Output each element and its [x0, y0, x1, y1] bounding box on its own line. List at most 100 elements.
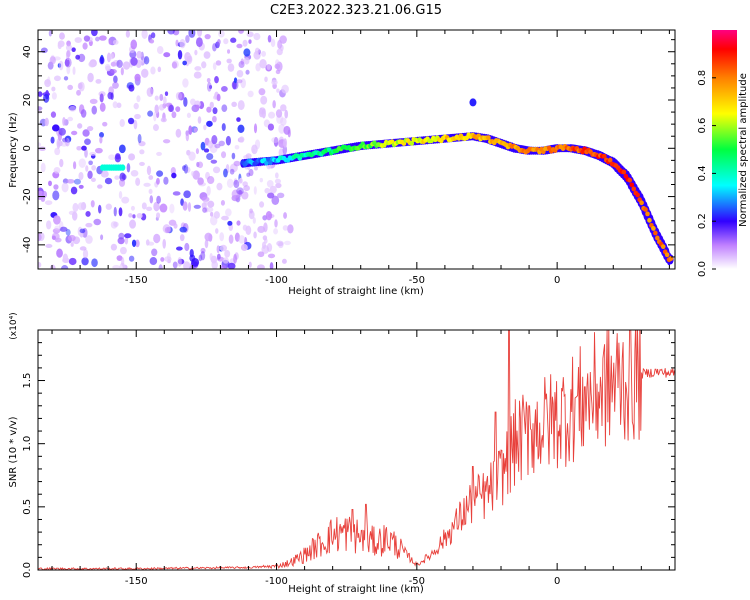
noise-speckle	[153, 233, 161, 244]
noise-speckle	[233, 179, 240, 189]
noise-speckle	[280, 104, 287, 112]
noise-speckle	[57, 40, 65, 48]
noise-speckle	[242, 39, 248, 47]
noise-speckle	[186, 54, 193, 65]
noise-speckle	[112, 101, 118, 109]
noise-speckle	[280, 117, 287, 126]
noise-speckle	[119, 119, 125, 127]
noise-speckle	[114, 175, 120, 180]
noise-speckle	[38, 262, 42, 268]
noise-speckle	[82, 249, 89, 259]
track-point	[409, 140, 415, 146]
noise-speckle	[79, 228, 86, 234]
noise-speckle	[113, 75, 118, 84]
noise-speckle	[118, 207, 123, 217]
track-point	[651, 226, 656, 231]
noise-speckle	[252, 217, 256, 224]
track-point	[486, 135, 491, 141]
noise-speckle	[271, 136, 280, 144]
noise-speckle	[212, 62, 217, 71]
noise-speckle	[206, 106, 212, 113]
noise-speckle	[210, 211, 214, 217]
noise-speckle	[254, 166, 258, 171]
noise-speckle	[65, 44, 73, 52]
noise-speckle	[283, 125, 291, 135]
noise-speckle	[258, 88, 266, 96]
y-tick-label: 0.5	[22, 499, 33, 515]
noise-speckle	[52, 228, 61, 234]
noise-speckle	[179, 38, 186, 49]
noise-speckle	[118, 144, 126, 154]
snr-x-axis-label: Height of straight line (km)	[288, 584, 424, 595]
noise-speckle	[237, 100, 245, 111]
track-point	[647, 217, 652, 223]
noise-speckle	[210, 159, 218, 164]
noise-speckle	[87, 170, 93, 180]
noise-speckle	[177, 256, 182, 267]
noise-speckle	[45, 243, 53, 248]
spectrogram-frame	[37, 29, 676, 270]
noise-speckle	[83, 35, 91, 42]
noise-speckle	[121, 196, 130, 204]
noise-speckle	[231, 101, 237, 107]
noise-speckle	[206, 120, 213, 127]
noise-speckle	[118, 232, 125, 240]
noise-speckle	[53, 215, 61, 225]
noise-speckle	[206, 77, 211, 83]
noise-speckle	[267, 253, 276, 259]
noise-speckle	[124, 236, 129, 245]
chart-title: C2E3.2022.323.21.06.G15	[270, 3, 442, 18]
noise-speckle	[238, 235, 246, 244]
noise-speckle	[223, 168, 228, 178]
noise-speckle	[82, 129, 90, 137]
noise-speckle	[163, 52, 171, 58]
noise-speckle	[215, 228, 219, 234]
noise-speckle	[52, 190, 60, 201]
noise-speckle	[75, 54, 81, 60]
noise-speckle	[204, 239, 209, 249]
noise-speckle	[113, 221, 119, 227]
noise-speckle	[93, 218, 102, 226]
noise-speckle	[247, 90, 254, 98]
noise-speckle	[120, 67, 124, 76]
noise-speckle	[221, 215, 229, 221]
track-point	[120, 164, 126, 171]
noise-speckle	[128, 255, 135, 262]
noise-speckle	[47, 76, 51, 85]
noise-speckle	[119, 246, 127, 255]
noise-speckle	[204, 232, 213, 242]
noise-speckle	[90, 200, 95, 208]
noise-speckle	[104, 177, 113, 185]
noise-speckle	[233, 253, 237, 264]
noise-speckle	[85, 222, 93, 228]
noise-speckle	[70, 186, 78, 195]
noise-speckle	[249, 208, 253, 214]
noise-speckle	[88, 160, 93, 166]
track-point	[629, 182, 635, 188]
noise-speckle	[264, 76, 268, 83]
noise-speckle	[281, 84, 289, 94]
y-tick-label: 1.5	[22, 373, 33, 389]
noise-speckle	[203, 148, 210, 153]
noise-speckle	[67, 84, 74, 90]
noise-speckle	[263, 222, 268, 233]
noise-speckle	[254, 47, 260, 55]
noise-speckle	[48, 30, 52, 37]
colorbar: 0.0 0.2 0.4 0.6 0.8 Normalized spectral ampl…	[697, 30, 749, 277]
noise-speckle	[274, 219, 278, 228]
noise-speckle	[283, 138, 288, 148]
noise-speckle	[79, 246, 87, 251]
track-point	[639, 200, 644, 206]
colorbar-ticks: 0.0 0.2 0.4 0.6 0.8	[697, 70, 716, 277]
noise-speckle	[121, 257, 125, 267]
noise-speckle	[136, 50, 143, 59]
noise-speckle	[175, 106, 181, 112]
noise-speckle	[266, 64, 271, 70]
noise-speckle	[46, 220, 52, 230]
noise-speckle	[81, 257, 89, 266]
noise-speckle	[160, 257, 165, 262]
noise-speckle	[137, 133, 142, 144]
noise-speckle	[98, 35, 107, 41]
noise-speckle	[163, 176, 169, 185]
noise-speckle	[248, 39, 252, 44]
